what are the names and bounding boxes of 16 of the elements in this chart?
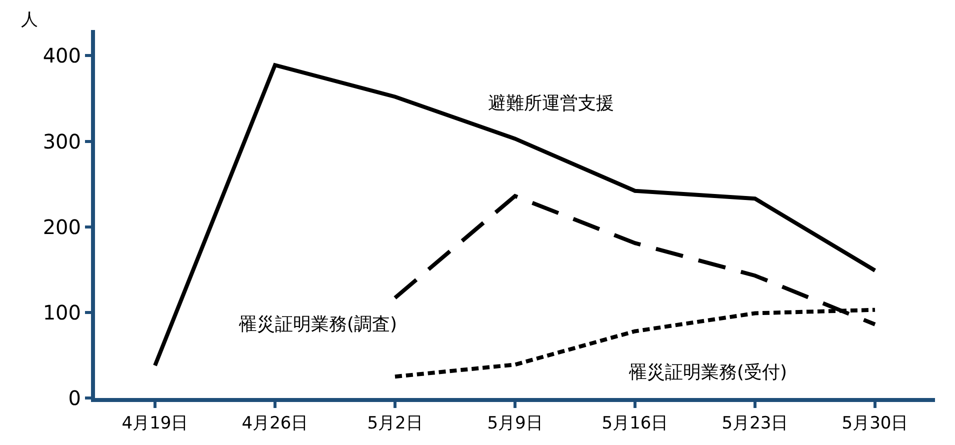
x-tick-label: 5月9日 xyxy=(487,413,543,434)
x-tick-label: 5月30日 xyxy=(842,413,908,434)
series-label: 罹災証明業務(調査) xyxy=(238,314,398,335)
x-tick-label: 5月16日 xyxy=(602,413,668,434)
x-tick-label: 4月19日 xyxy=(122,413,188,434)
y-axis-title: 人 xyxy=(21,10,38,30)
x-tick-label: 5月23日 xyxy=(722,413,788,434)
y-tick-label: 200 xyxy=(42,214,81,239)
series-label: 罹災証明業務(受付) xyxy=(628,362,788,383)
series-label: 避難所運営支援 xyxy=(488,93,614,114)
x-tick-label: 5月2日 xyxy=(367,413,423,434)
y-tick-label: 0 xyxy=(68,386,81,410)
y-tick-label: 300 xyxy=(42,129,81,154)
x-tick-label: 4月26日 xyxy=(242,413,308,434)
y-tick-label: 100 xyxy=(42,300,81,324)
y-tick-label: 400 xyxy=(42,44,81,68)
